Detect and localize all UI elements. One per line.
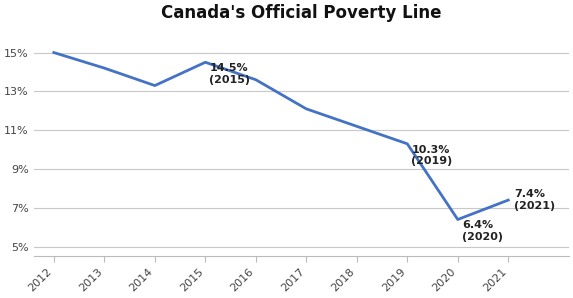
Text: 6.4%
(2020): 6.4% (2020) [462,221,503,242]
Text: 10.3%
(2019): 10.3% (2019) [411,145,453,166]
Text: 7.4%
(2021): 7.4% (2021) [515,189,555,211]
Title: Canada's Official Poverty Line: Canada's Official Poverty Line [161,4,441,22]
Text: 14.5%
(2015): 14.5% (2015) [209,63,250,85]
